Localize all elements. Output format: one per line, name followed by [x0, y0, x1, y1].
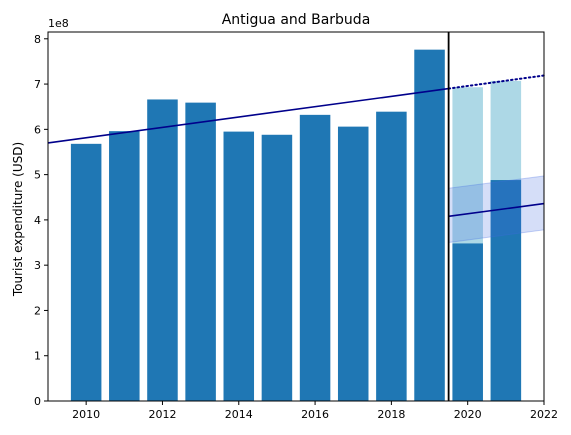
- bar-2015: [261, 134, 293, 402]
- bar-2021: [490, 180, 522, 401]
- x-tick-label-2016: 2016: [301, 408, 329, 421]
- bar-2016: [299, 114, 331, 401]
- x-tick-label-2022: 2022: [530, 408, 558, 421]
- x-tick-label-2014: 2014: [225, 408, 253, 421]
- x-tick-label-2020: 2020: [454, 408, 482, 421]
- y-tick-label-2: 2: [34, 304, 41, 317]
- trend-projection-line: [447, 74, 545, 90]
- y-axis-label: Tourist expenditure (USD): [11, 142, 25, 297]
- bar-2010: [70, 143, 102, 401]
- axes-frame: [47, 31, 545, 402]
- bar-2013: [185, 102, 216, 401]
- bar-2018: [376, 111, 407, 402]
- x-tick-label-2012: 2012: [148, 408, 176, 421]
- bar-2014: [223, 131, 255, 401]
- post-trend-line: [448, 202, 545, 218]
- plot-area: [47, 32, 545, 402]
- x-tick-label-2018: 2018: [377, 408, 405, 421]
- y-tick-label-1: 1: [34, 350, 41, 363]
- y-axis-multiplier: 1e8: [48, 17, 69, 30]
- y-tick-label-6: 6: [34, 123, 41, 136]
- y-tick-label-4: 4: [34, 214, 41, 227]
- bar-2017: [337, 126, 369, 402]
- y-tick-label-3: 3: [34, 259, 41, 272]
- trend-line: [47, 87, 449, 144]
- y-tick-label-7: 7: [34, 78, 41, 91]
- bar-2012: [147, 99, 178, 401]
- bar-2020: [452, 243, 483, 401]
- axes: 2010 2012 2014 2016 2018 2020 2022 0 1 2 3 4 5 6 7 8: [34, 31, 558, 421]
- x-tick-label-2010: 2010: [72, 408, 100, 421]
- y-tick-label-5: 5: [34, 169, 41, 182]
- y-tick-label-8: 8: [34, 33, 41, 46]
- bar-2011: [109, 131, 140, 401]
- chart-title: Antigua and Barbuda: [222, 12, 371, 28]
- bar-2019: [414, 49, 445, 402]
- y-tick-label-0: 0: [34, 395, 41, 408]
